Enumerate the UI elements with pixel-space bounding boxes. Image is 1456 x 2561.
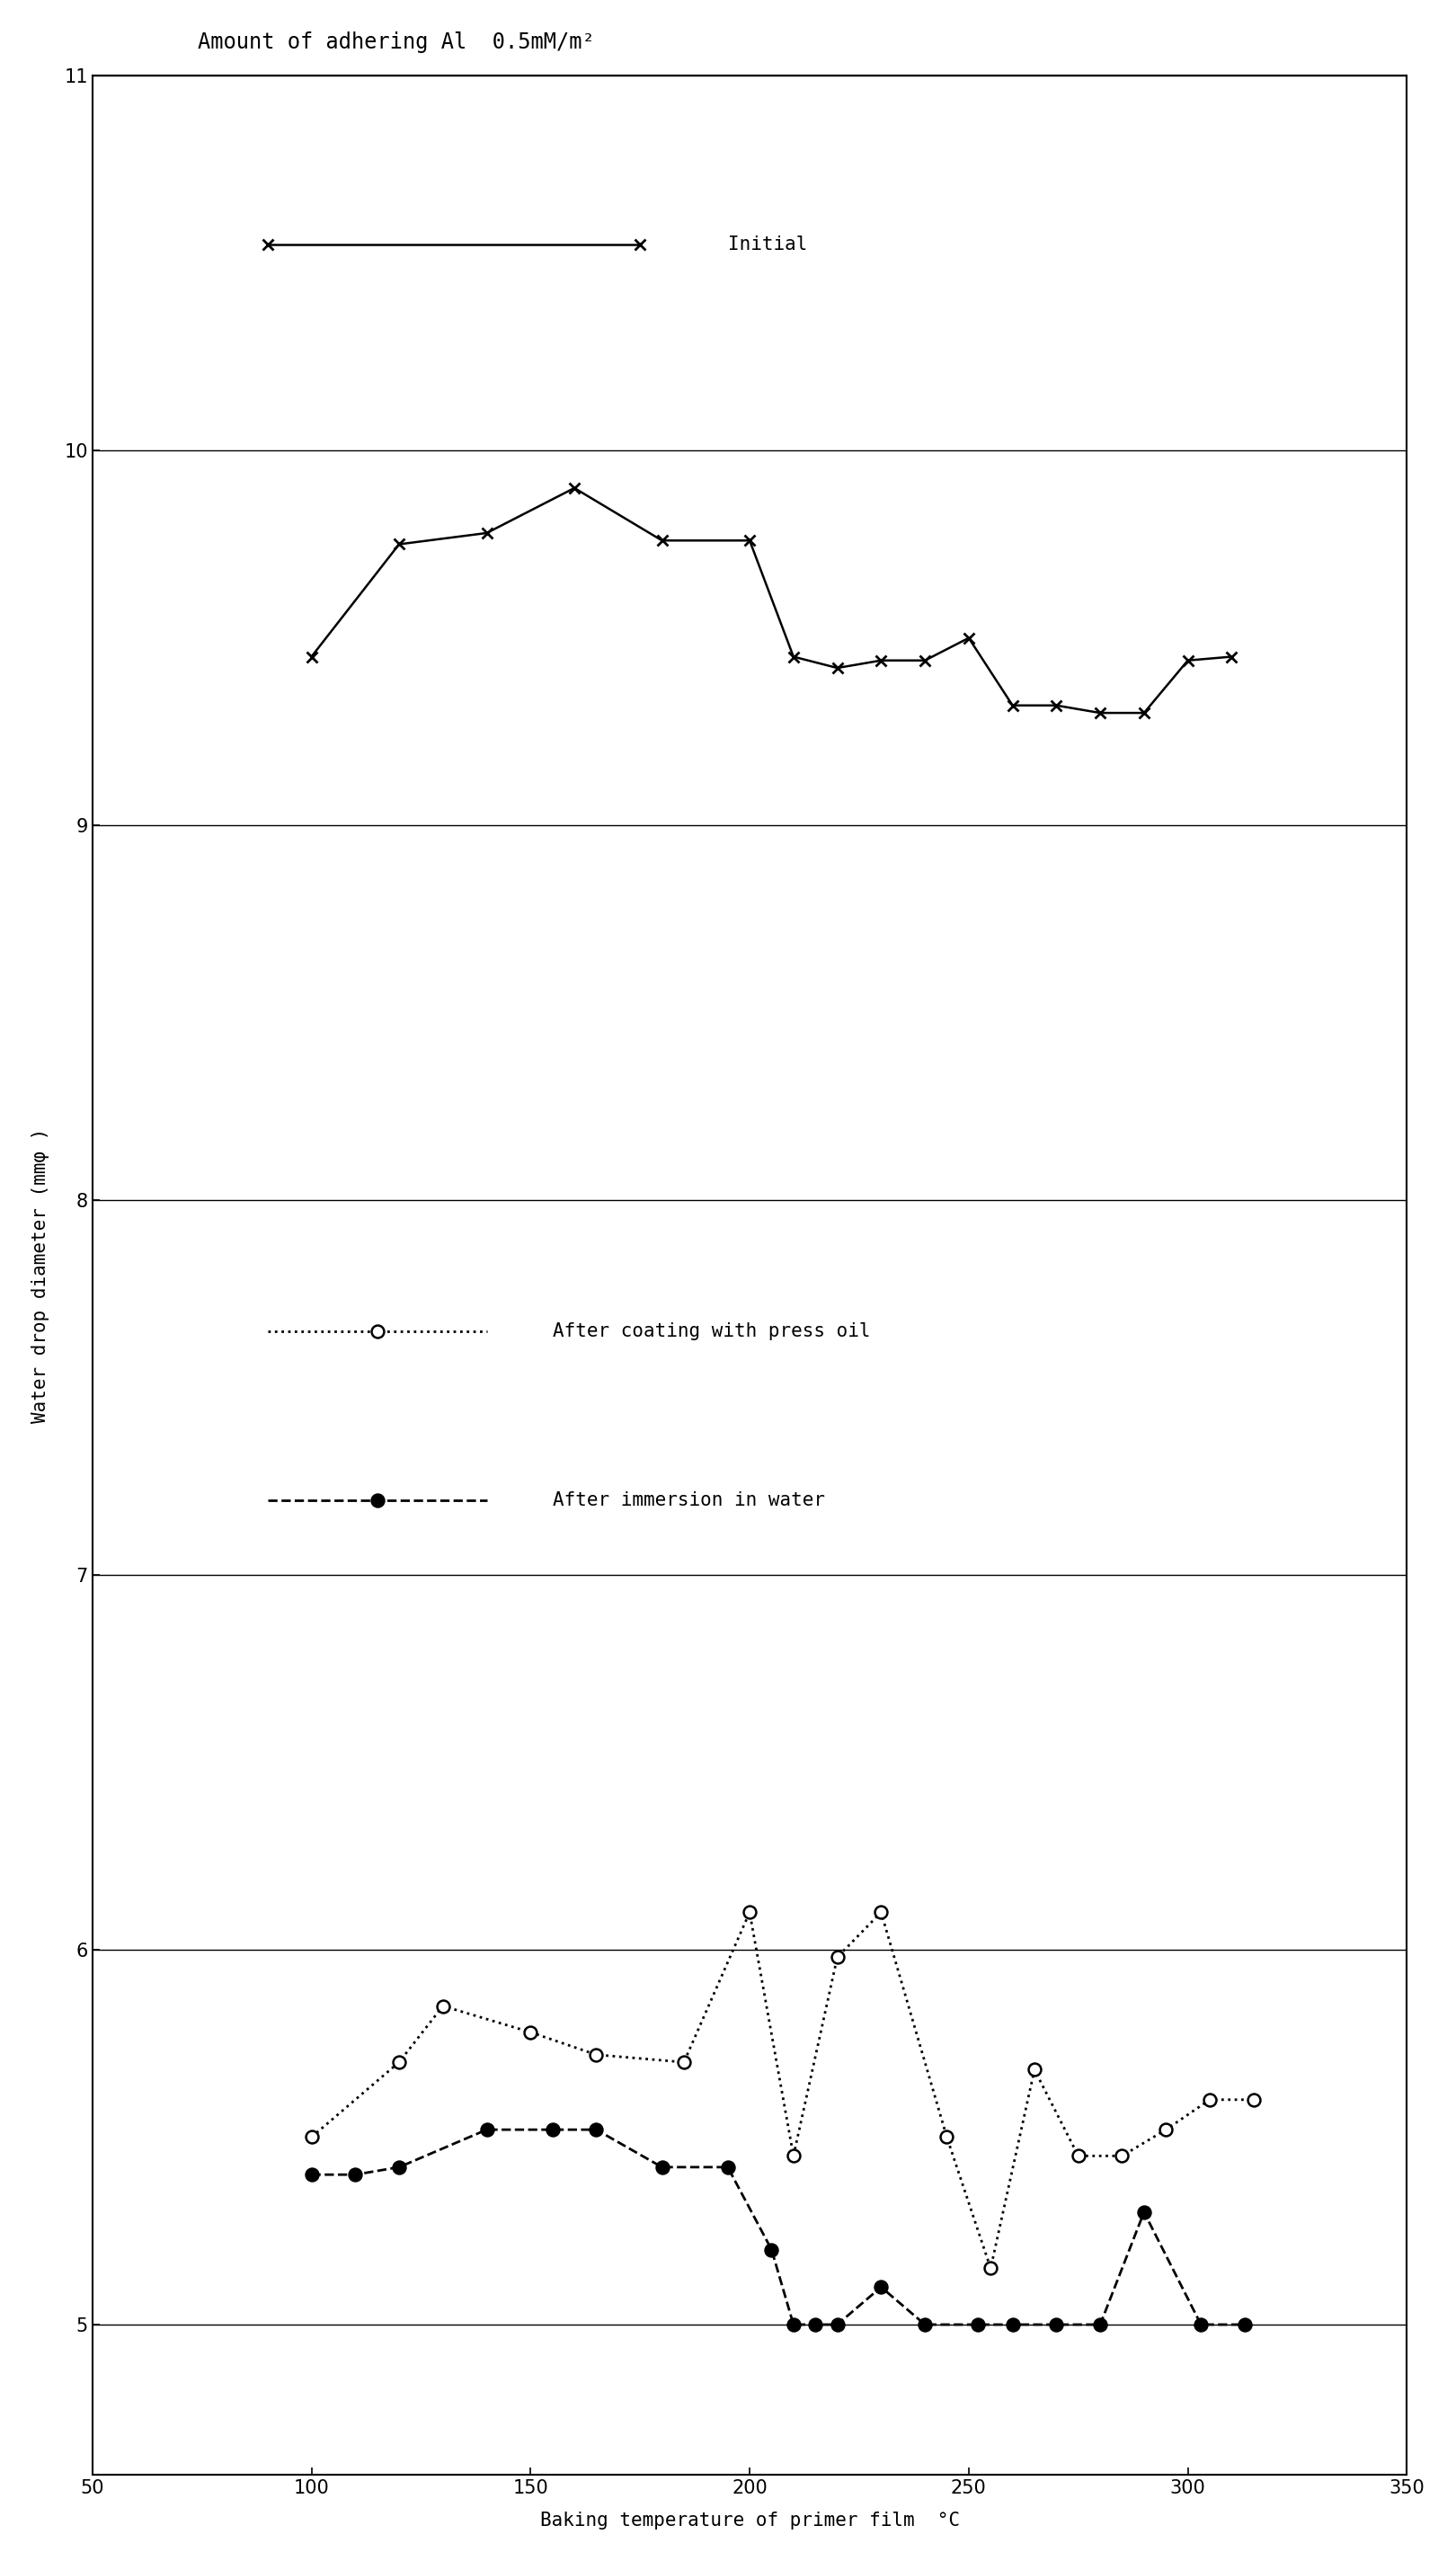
- Text: Amount of adhering Al  0.5mM/m²: Amount of adhering Al 0.5mM/m²: [198, 31, 594, 54]
- Text: After coating with press oil: After coating with press oil: [552, 1321, 871, 1339]
- Text: Initial: Initial: [728, 236, 807, 254]
- Text: After immersion in water: After immersion in water: [552, 1491, 824, 1508]
- X-axis label: Baking temperature of primer film  °C: Baking temperature of primer film °C: [540, 2512, 960, 2530]
- Y-axis label: Water drop diameter (mmφ ): Water drop diameter (mmφ ): [31, 1127, 50, 1424]
